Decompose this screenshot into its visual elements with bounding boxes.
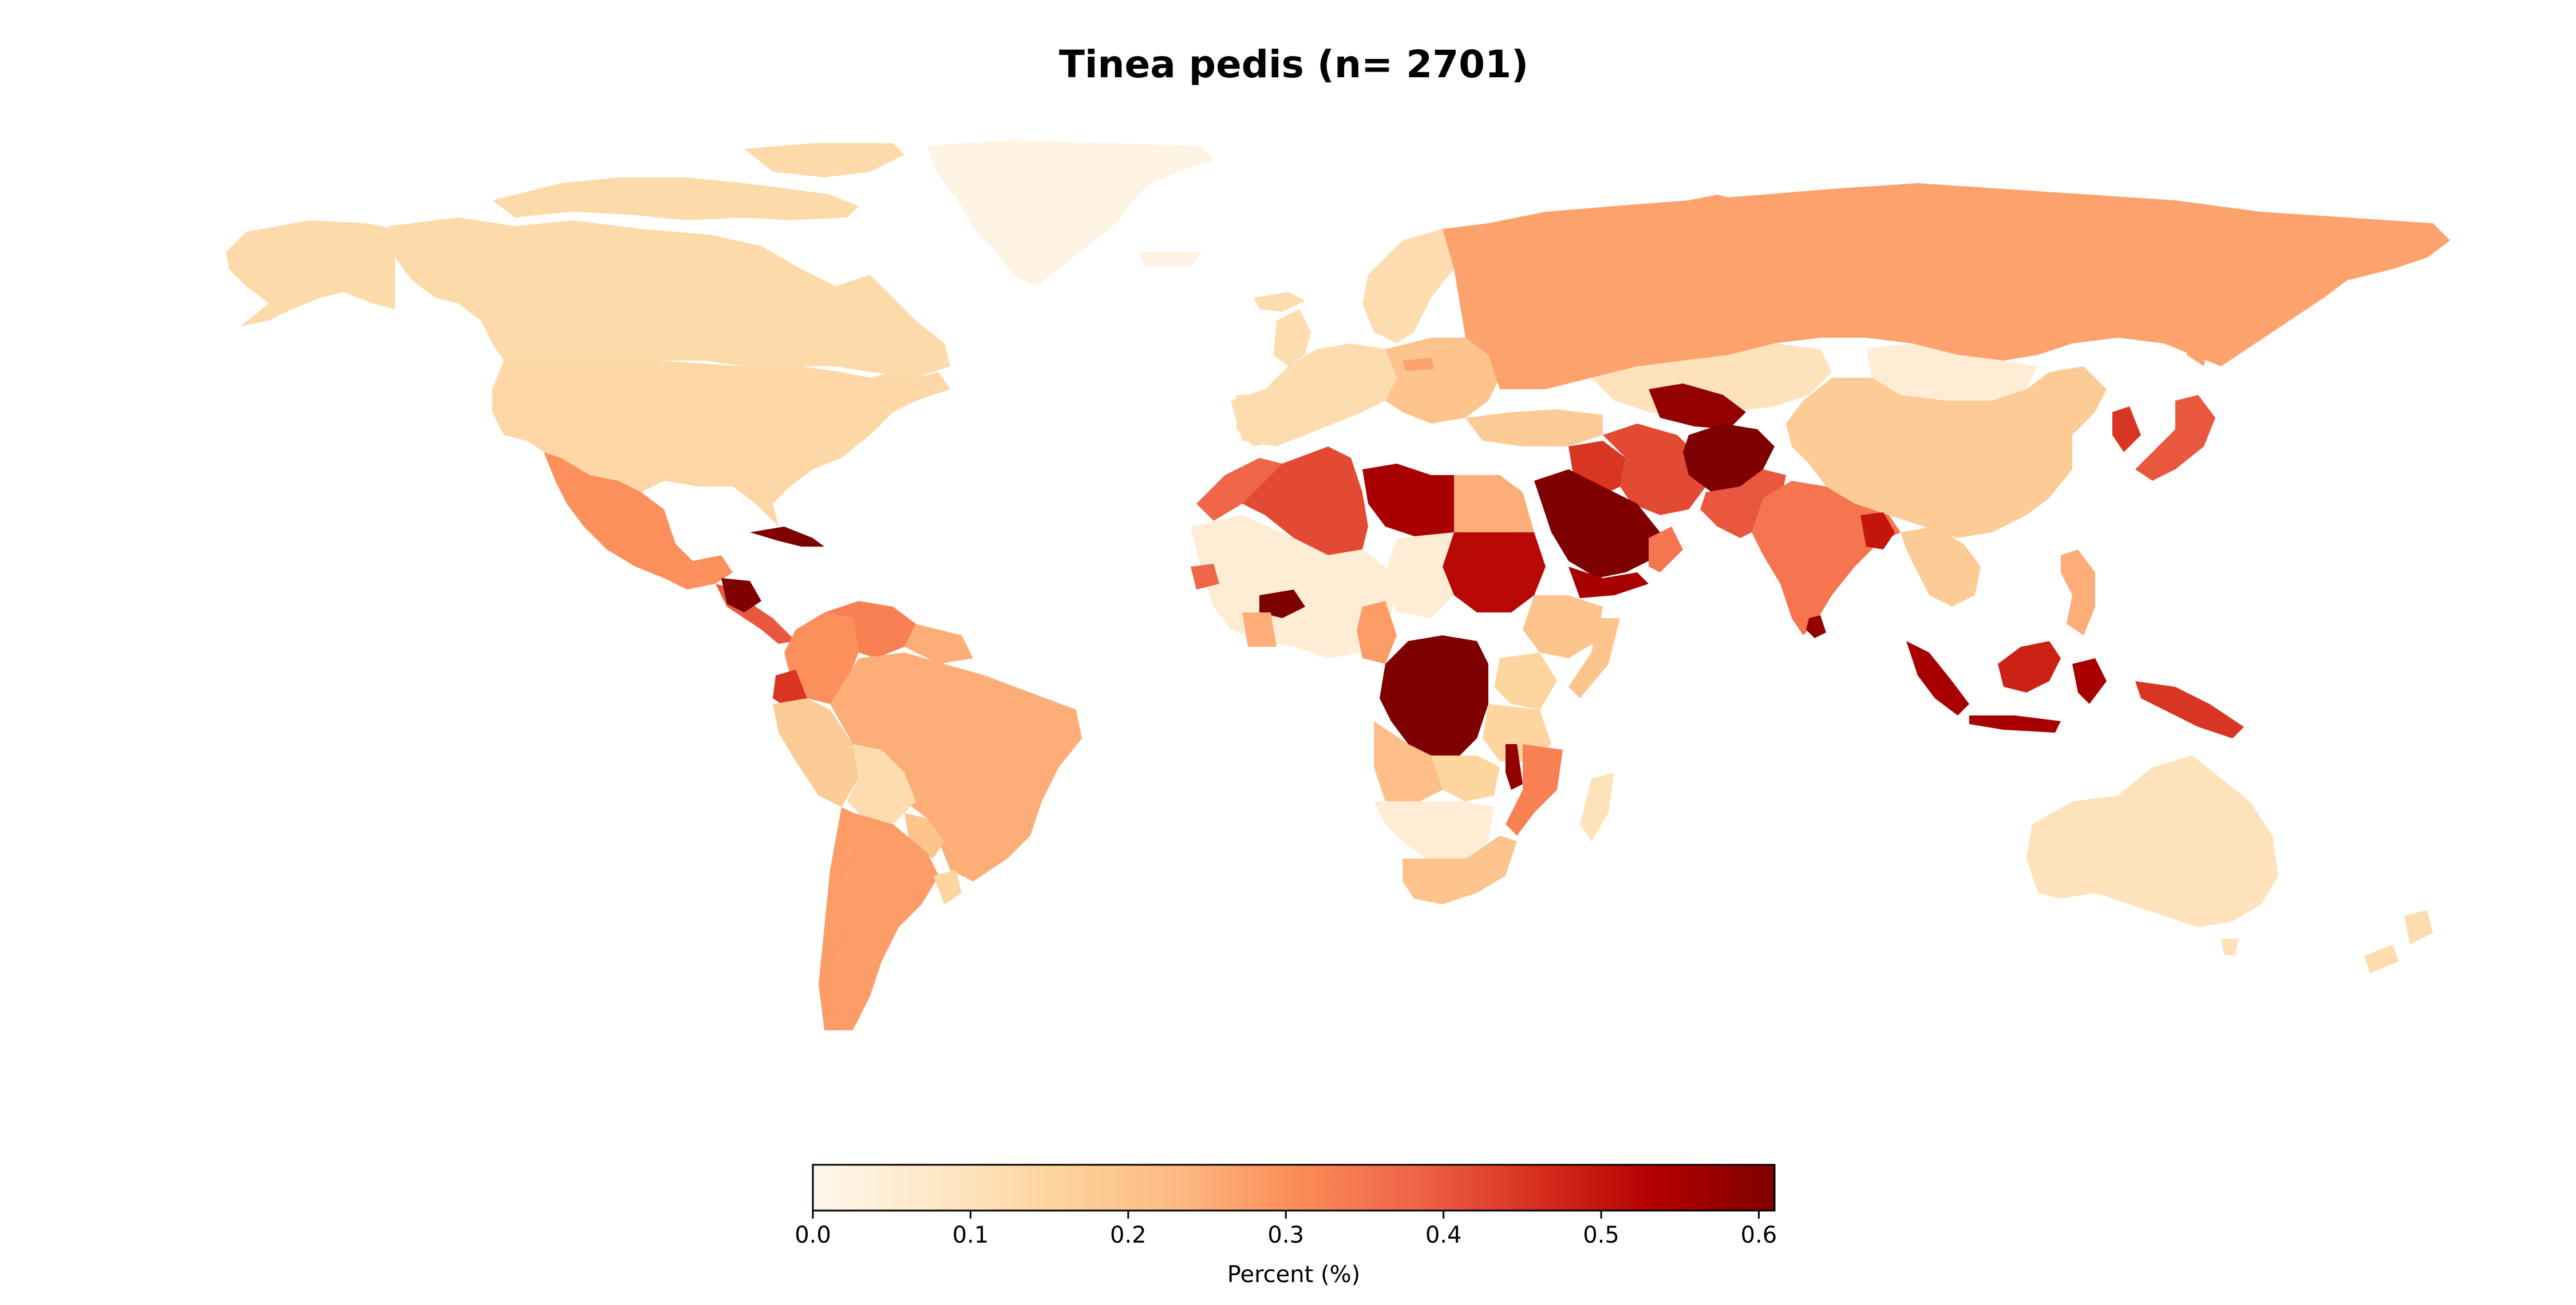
region-belarus-accent <box>1402 358 1434 371</box>
region-drc <box>1380 635 1488 761</box>
region-japan <box>2135 395 2215 481</box>
region-sakhalin <box>2187 326 2210 366</box>
colorbar: 0.0 0.1 0.2 0.3 0.4 0.5 0.6 Percent (%) <box>795 1164 1777 1288</box>
region-kazakhstan <box>1591 343 1832 418</box>
region-iran <box>1603 424 1706 515</box>
region-west-africa <box>1191 515 1397 658</box>
region-canada-islands <box>744 143 904 177</box>
region-thailand <box>1901 527 1981 607</box>
region-sri-lanka <box>1806 615 1826 638</box>
region-south-africa <box>1402 836 1517 904</box>
colorbar-label: Percent (%) <box>1227 1261 1360 1288</box>
region-greenland-isle <box>1139 252 1202 266</box>
region-venezuela <box>824 601 916 658</box>
region-china <box>1786 366 2107 538</box>
region-greenland <box>927 140 1214 286</box>
region-argentina <box>836 813 939 1030</box>
region-alaska <box>226 220 395 326</box>
region-honduras <box>721 578 761 612</box>
colorbar-tick-label: 0.5 <box>1583 1222 1619 1248</box>
country-layer <box>226 140 2450 1030</box>
region-brazil <box>830 652 1082 881</box>
region-malaysia <box>1998 641 2061 693</box>
region-scandinavia <box>1362 229 1465 343</box>
colorbar-tick-label: 0.1 <box>953 1222 989 1248</box>
region-sulawesi <box>2072 658 2107 704</box>
region-burkina-faso <box>1259 590 1305 618</box>
region-turkey <box>1465 409 1603 446</box>
region-algeria <box>1242 446 1368 555</box>
region-philippines <box>2061 549 2095 635</box>
region-png <box>2135 681 2244 738</box>
region-morocco <box>1196 458 1282 521</box>
region-uk <box>1274 309 1311 366</box>
colorbar-tick-label: 0.3 <box>1267 1222 1304 1248</box>
region-new-zealand <box>2404 910 2433 944</box>
region-java <box>1969 715 2061 733</box>
region-yemen <box>1568 567 1649 598</box>
region-angola <box>1374 721 1443 801</box>
region-oman <box>1649 527 1683 572</box>
region-usa <box>492 361 950 527</box>
region-iberia <box>1236 395 1305 446</box>
region-zambia <box>1431 756 1500 801</box>
region-bolivia <box>847 744 916 824</box>
region-ghana <box>1242 612 1277 647</box>
region-mexico <box>544 452 733 590</box>
region-iceland <box>1254 292 1305 312</box>
region-colombia <box>784 612 859 704</box>
colorbar-gradient <box>812 1164 1776 1212</box>
region-ethiopia <box>1523 595 1603 658</box>
region-malawi <box>1506 744 1523 790</box>
region-namibia <box>1374 801 1494 859</box>
region-afghanistan <box>1683 424 1775 492</box>
region-egypt <box>1454 475 1534 535</box>
colorbar-tick-label: 0.2 <box>1110 1222 1147 1248</box>
region-guianas <box>904 624 973 664</box>
region-mongolia <box>1866 343 2038 401</box>
region-canada-arctic <box>492 177 859 220</box>
region-chile <box>819 807 853 1030</box>
colorbar-tick-label: 0.4 <box>1425 1222 1462 1248</box>
region-russia-arctic <box>1660 195 1752 217</box>
region-uruguay <box>933 870 962 904</box>
region-turkmenistan <box>1649 383 1746 429</box>
region-mozambique <box>1506 744 1563 836</box>
region-eastern-europe <box>1385 338 1500 424</box>
region-kenya <box>1494 652 1557 710</box>
region-bangladesh <box>1860 512 1895 549</box>
region-tasmania <box>2221 939 2238 956</box>
region-chad <box>1385 532 1454 618</box>
region-libya <box>1362 464 1454 538</box>
region-korea <box>2112 406 2141 452</box>
region-cameroon <box>1357 601 1397 664</box>
region-saudi <box>1534 469 1660 578</box>
region-senegal <box>1191 564 1219 590</box>
colorbar-tick-label: 0.6 <box>1741 1222 1777 1248</box>
region-canada <box>389 217 950 378</box>
region-sudan <box>1443 532 1546 612</box>
chart-title: Tinea pedis (n= 2701) <box>1059 42 1528 86</box>
region-somalia <box>1568 618 1620 698</box>
region-cuba <box>750 527 824 547</box>
region-australia <box>2026 756 2278 927</box>
colorbar-tick-label: 0.0 <box>795 1222 831 1248</box>
colorbar-ticks: 0.0 0.1 0.2 0.3 0.4 0.5 0.6 <box>795 1211 1777 1248</box>
region-madagascar <box>1580 773 1614 841</box>
region-indonesia <box>1906 641 1969 715</box>
region-new-zealand-south <box>2364 944 2399 973</box>
region-peru <box>773 698 859 807</box>
